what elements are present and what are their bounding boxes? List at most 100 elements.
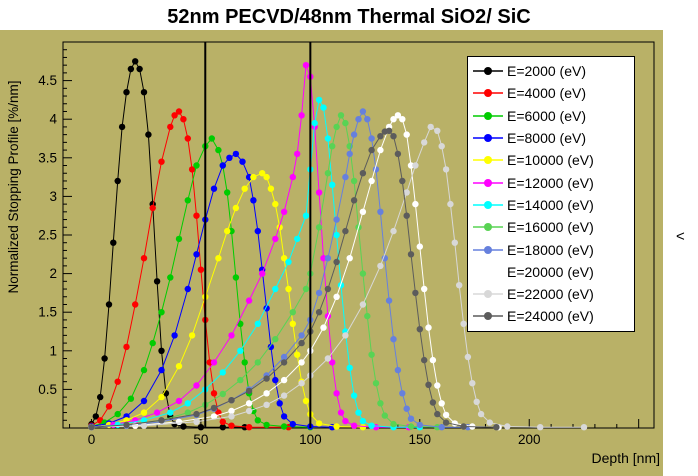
data-point bbox=[359, 301, 367, 308]
legend-marker-icon bbox=[473, 111, 503, 120]
data-point bbox=[175, 363, 183, 370]
data-point bbox=[403, 212, 410, 219]
data-point bbox=[294, 235, 301, 243]
data-point bbox=[324, 135, 332, 142]
data-point bbox=[399, 390, 406, 397]
data-point bbox=[180, 116, 187, 123]
data-point bbox=[245, 407, 253, 415]
data-point bbox=[149, 204, 156, 212]
data-point bbox=[254, 320, 261, 327]
data-point bbox=[425, 324, 432, 331]
legend-entry: E=20000 (eV) bbox=[472, 261, 634, 283]
data-point bbox=[158, 417, 165, 424]
data-point bbox=[193, 162, 200, 169]
legend-entry-label: E=10000 (eV) bbox=[507, 152, 594, 169]
data-point bbox=[226, 154, 233, 161]
data-point bbox=[438, 143, 445, 150]
data-point bbox=[114, 378, 121, 385]
data-point bbox=[438, 424, 445, 431]
data-point bbox=[241, 359, 248, 366]
data-point bbox=[228, 407, 235, 415]
data-point bbox=[259, 170, 266, 177]
legend-entry-label: E=6000 (eV) bbox=[507, 107, 586, 124]
data-point bbox=[359, 417, 367, 425]
data-point bbox=[333, 390, 340, 397]
series-markers-2 bbox=[88, 135, 314, 431]
data-point bbox=[394, 150, 402, 158]
data-point bbox=[407, 415, 415, 422]
data-point bbox=[267, 185, 275, 192]
y-tick-label: 4 bbox=[49, 112, 57, 127]
data-point bbox=[381, 412, 388, 419]
data-point bbox=[447, 200, 454, 208]
data-point bbox=[442, 419, 450, 426]
data-point bbox=[224, 227, 231, 235]
data-point bbox=[140, 397, 148, 405]
y-tick-label: 1.5 bbox=[38, 305, 57, 320]
data-point bbox=[333, 123, 340, 131]
series-markers-8 bbox=[88, 108, 472, 431]
data-point bbox=[477, 410, 485, 418]
data-point bbox=[427, 123, 434, 131]
data-point bbox=[158, 158, 165, 165]
legend-marker-icon bbox=[473, 134, 503, 143]
data-point bbox=[210, 390, 218, 397]
legend-entry: E=24000 (eV) bbox=[472, 305, 634, 327]
legend-entry-label: E=14000 (eV) bbox=[507, 196, 594, 213]
y-tick-label: 0.5 bbox=[38, 382, 57, 397]
data-point bbox=[132, 301, 139, 308]
data-point bbox=[407, 251, 415, 258]
legend-entry-label: E=2000 (eV) bbox=[507, 63, 586, 80]
data-point bbox=[127, 65, 135, 73]
legend-marker-icon bbox=[473, 178, 503, 187]
data-point bbox=[359, 170, 367, 177]
data-point bbox=[298, 332, 305, 339]
legend-marker-icon bbox=[473, 245, 503, 254]
data-point bbox=[377, 400, 384, 407]
data-point bbox=[97, 393, 104, 401]
data-point bbox=[123, 89, 130, 96]
data-point bbox=[342, 119, 349, 127]
legend-entry: E=8000 (eV) bbox=[472, 127, 634, 149]
data-point bbox=[359, 108, 367, 115]
data-point bbox=[272, 285, 279, 293]
data-point bbox=[167, 123, 174, 131]
data-point bbox=[280, 423, 288, 430]
data-point bbox=[434, 410, 441, 418]
y-axis-title: Normalized Stopping Profile [%/nm] bbox=[6, 80, 21, 294]
data-point bbox=[346, 255, 353, 262]
data-point bbox=[429, 399, 437, 406]
data-point bbox=[438, 400, 445, 407]
data-point bbox=[136, 65, 143, 73]
data-point bbox=[228, 413, 235, 420]
data-point bbox=[486, 419, 493, 426]
data-point bbox=[184, 409, 191, 416]
data-point bbox=[263, 375, 270, 382]
data-point bbox=[197, 424, 205, 431]
data-point bbox=[101, 355, 108, 362]
legend-marker-icon bbox=[473, 267, 503, 276]
data-point bbox=[228, 332, 235, 339]
data-point bbox=[403, 189, 410, 196]
data-point bbox=[219, 424, 226, 431]
data-point bbox=[421, 356, 428, 364]
data-point bbox=[346, 150, 353, 158]
data-point bbox=[294, 351, 301, 358]
y-tick-label: 3.5 bbox=[38, 150, 57, 165]
data-point bbox=[88, 424, 95, 431]
x-tick-label: 50 bbox=[193, 432, 208, 447]
data-point bbox=[237, 376, 244, 384]
data-point bbox=[153, 409, 161, 416]
data-point bbox=[442, 411, 450, 419]
data-point bbox=[464, 353, 472, 361]
series-markers-5 bbox=[88, 61, 412, 431]
data-point bbox=[153, 278, 161, 285]
legend-entry: E=12000 (eV) bbox=[472, 171, 634, 193]
y-tick-label: 4.5 bbox=[38, 73, 57, 88]
data-point bbox=[289, 173, 296, 181]
data-point bbox=[350, 177, 358, 185]
data-point bbox=[114, 410, 121, 418]
data-point bbox=[132, 58, 139, 65]
data-point bbox=[232, 274, 240, 281]
